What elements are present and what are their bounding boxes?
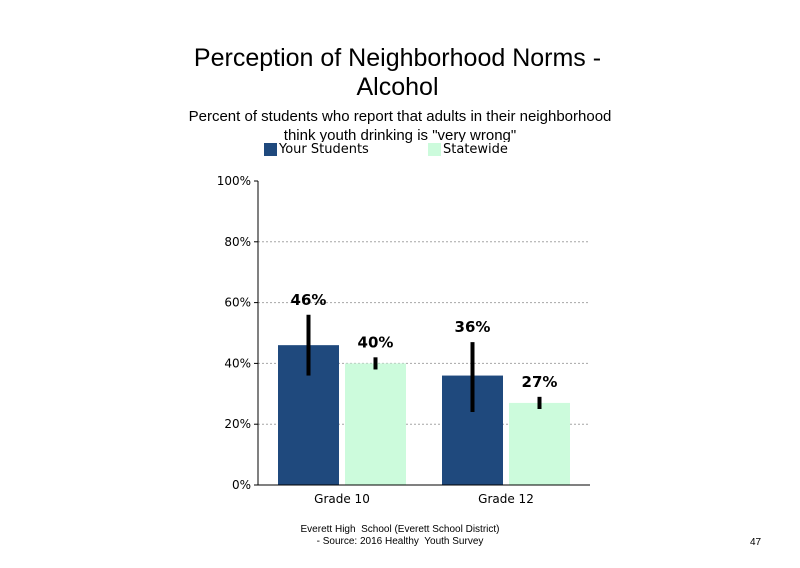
- legend-swatch-statewide: [428, 142, 441, 156]
- y-tick-label-60: 60%: [224, 296, 251, 310]
- chart-title-line-2: Alcohol: [356, 73, 439, 101]
- chart-legend: Your Students Statewide: [0, 141, 800, 157]
- y-tick-label-0: 0%: [232, 478, 251, 492]
- y-tick-label-80: 80%: [224, 235, 251, 249]
- x-tick-label-grade-10: Grade 10: [314, 492, 370, 506]
- chart-title-line-1: Perception of Neighborhood Norms -: [193, 44, 602, 72]
- data-label-statewide-grade-10: 40%: [358, 333, 394, 351]
- data-label-your-students-grade-12: 36%: [455, 318, 491, 336]
- page-number: 47: [750, 537, 762, 548]
- x-tick-label-grade-12: Grade 12: [478, 492, 534, 506]
- footer-line-2: - Source: 2016 Healthy Youth Survey: [316, 536, 484, 547]
- chart-subtitle-line-2: think youth drinking is "very wrong": [283, 127, 517, 143]
- source-footer: Everett High School (Everett School Dist…: [250, 524, 550, 548]
- legend-item-your-students: Your Students: [264, 141, 373, 157]
- chart-subtitle-line-1: Percent of students who report that adul…: [188, 108, 612, 125]
- data-label-your-students-grade-10: 46%: [291, 291, 327, 309]
- legend-label-statewide: Statewide: [443, 141, 512, 157]
- footer-line-1: Everett High School (Everett School Dist…: [300, 524, 500, 535]
- bar-statewide-grade-10: [345, 363, 406, 485]
- legend-swatch-your-students: [264, 142, 277, 156]
- legend-item-statewide: Statewide: [428, 141, 512, 157]
- y-tick-label-100: 100%: [217, 174, 251, 188]
- y-tick-label-20: 20%: [224, 417, 251, 431]
- y-tick-label-40: 40%: [224, 356, 251, 370]
- data-label-statewide-grade-12: 27%: [522, 373, 558, 391]
- chart-subtitle: Percent of students who report that adul…: [140, 107, 660, 143]
- legend-label-your-students: Your Students: [279, 141, 373, 157]
- bar-statewide-grade-12: [509, 402, 570, 485]
- chart-title: Perception of Neighborhood Norms - Alcoh…: [0, 44, 795, 102]
